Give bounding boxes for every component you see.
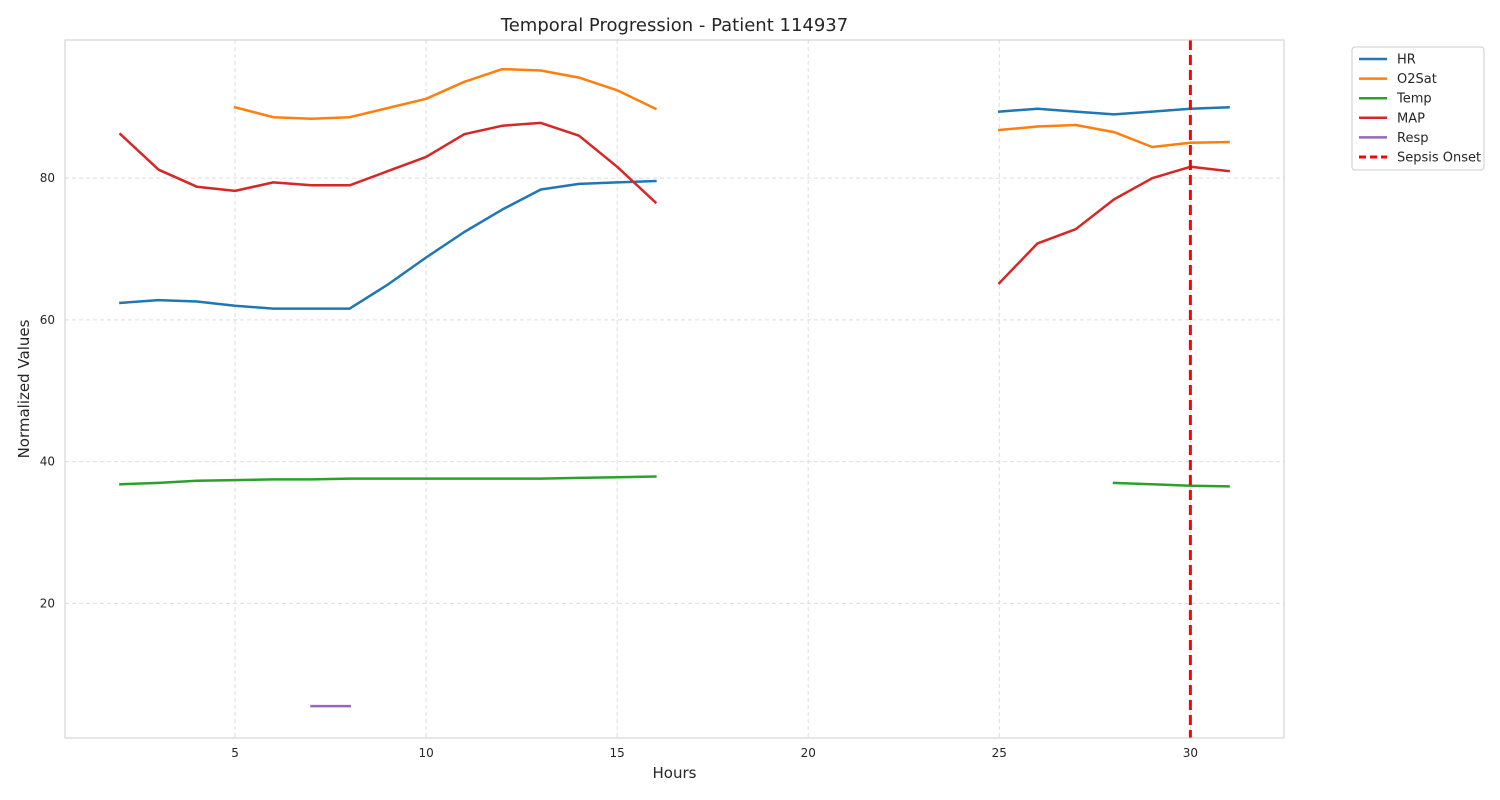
series-line-temp — [119, 475, 657, 486]
series-line-o2sat — [233, 67, 658, 120]
legend-label: Resp — [1397, 131, 1428, 146]
x-tick-label: 30 — [1183, 746, 1198, 760]
y-tick-label: 60 — [40, 313, 55, 327]
legend-label: Temp — [1396, 92, 1432, 107]
y-tick-label: 20 — [40, 596, 55, 610]
legend-label: HR — [1397, 53, 1416, 68]
y-tick-label: 40 — [40, 455, 55, 469]
chart-title: Temporal Progression - Patient 114937 — [500, 15, 848, 36]
x-tick-label: 15 — [610, 746, 625, 760]
x-tick-label: 5 — [231, 746, 239, 760]
x-tick-label: 20 — [801, 746, 816, 760]
legend-label: MAP — [1397, 111, 1425, 126]
series-line-map — [118, 121, 658, 205]
grid — [65, 40, 1284, 738]
legend-label: O2Sat — [1397, 72, 1437, 87]
plot-frame — [64, 39, 1285, 739]
x-tick-label: 10 — [418, 746, 433, 760]
y-axis-label: Normalized Values — [15, 319, 33, 458]
series-line-temp — [1112, 481, 1230, 488]
x-tick-label: 25 — [992, 746, 1007, 760]
legend-label: Sepsis Onset — [1397, 151, 1481, 166]
legend: HR O2Sat Temp MAP Resp Sepsis Onset — [1351, 46, 1485, 171]
y-tick-label: 80 — [40, 171, 55, 185]
series-line-hr — [119, 179, 657, 310]
plot-lines — [118, 40, 1230, 738]
x-axis-label: Hours — [653, 764, 697, 782]
series-line-o2sat — [997, 123, 1230, 149]
ticks: 5 10 15 20 25 30 20 40 60 80 — [40, 171, 1198, 760]
